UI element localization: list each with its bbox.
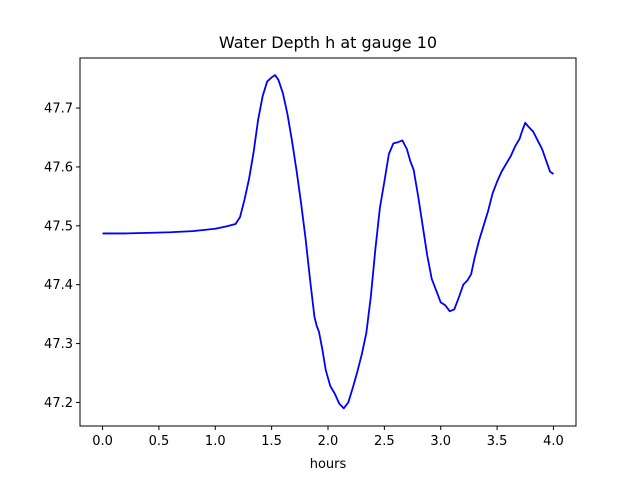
plot-frame xyxy=(79,57,577,427)
x-tick-label: 1.5 xyxy=(261,434,282,449)
x-tick-label: 2.0 xyxy=(318,434,339,449)
chart-title: Water Depth h at gauge 10 xyxy=(219,33,437,52)
y-tick-label: 47.6 xyxy=(44,160,73,175)
series-line xyxy=(102,74,554,410)
y-axis: 47.2 47.3 47.4 47.5 47.6 47.7 xyxy=(44,102,80,411)
y-tick-label: 47.3 xyxy=(44,337,73,352)
y-tick-label: 47.7 xyxy=(44,102,73,117)
x-axis-label: hours xyxy=(310,457,347,472)
y-tick-label: 47.4 xyxy=(44,278,73,293)
y-tick-label: 47.5 xyxy=(44,219,73,234)
x-tick-label: 1.0 xyxy=(205,434,226,449)
x-tick-label: 0.5 xyxy=(149,434,170,449)
plot-area xyxy=(79,57,577,427)
x-tick-label: 3.0 xyxy=(430,434,451,449)
x-tick-label: 4.0 xyxy=(543,434,564,449)
x-axis: 0.0 0.5 1.0 1.5 2.0 2.5 3.0 3.5 4.0 xyxy=(92,426,564,449)
x-tick-label: 3.5 xyxy=(487,434,508,449)
y-tick-label: 47.2 xyxy=(44,396,73,411)
x-tick-label: 0.0 xyxy=(92,434,113,449)
x-tick-label: 2.5 xyxy=(374,434,395,449)
